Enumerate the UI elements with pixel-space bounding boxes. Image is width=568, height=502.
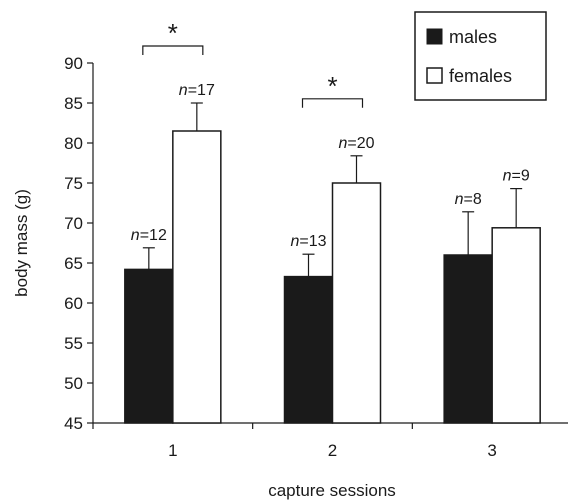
y-tick-label-85: 85 [64,94,83,113]
legend-label-females: females [449,66,512,86]
n-label-males-1: n=12 [131,227,167,244]
legend-label-males: males [449,27,497,47]
bar-females-3 [491,227,541,424]
y-tick-label-75: 75 [64,174,83,193]
y-tick-label-45: 45 [64,414,83,433]
significance-star-1: * [168,18,178,48]
x-tick-label-1: 1 [168,441,177,460]
x-tick-label-3: 3 [487,441,496,460]
n-label-males-2: n=13 [290,233,326,250]
legend-swatch-males [426,28,443,45]
y-tick-label-80: 80 [64,134,83,153]
bars [124,102,541,424]
n-label-females-2: n=20 [338,135,374,152]
bar-males-3 [443,254,493,424]
y-tick-label-55: 55 [64,334,83,353]
y-axis-title: body mass (g) [12,189,31,297]
x-tick-label-2: 2 [328,441,337,460]
y-tick-label-70: 70 [64,214,83,233]
legend-box [414,11,547,101]
n-label-males-3: n=8 [455,191,482,208]
y-tick-label-90: 90 [64,54,83,73]
legend-swatch-females [426,67,443,84]
bar-females-2 [331,182,382,424]
y-tick-label-60: 60 [64,294,83,313]
axes: 45 50 55 60 65 70 75 80 85 90 1 2 3 [64,54,568,460]
n-label-females-1: n=17 [179,82,215,99]
bar-females-1 [172,130,222,424]
annotations: n=12 n=17 n=13 n=20 n=8 n=9 * * [131,18,530,250]
y-tick-label-65: 65 [64,254,83,273]
significance-bracket-2 [301,98,364,108]
bar-males-1 [124,268,174,424]
x-axis-title: capture sessions [268,481,396,500]
n-label-females-3: n=9 [503,168,530,185]
bar-males-2 [283,275,334,424]
legend: males females [414,11,547,101]
significance-bracket-1 [142,45,204,55]
significance-star-2: * [327,71,337,101]
y-tick-label-50: 50 [64,374,83,393]
